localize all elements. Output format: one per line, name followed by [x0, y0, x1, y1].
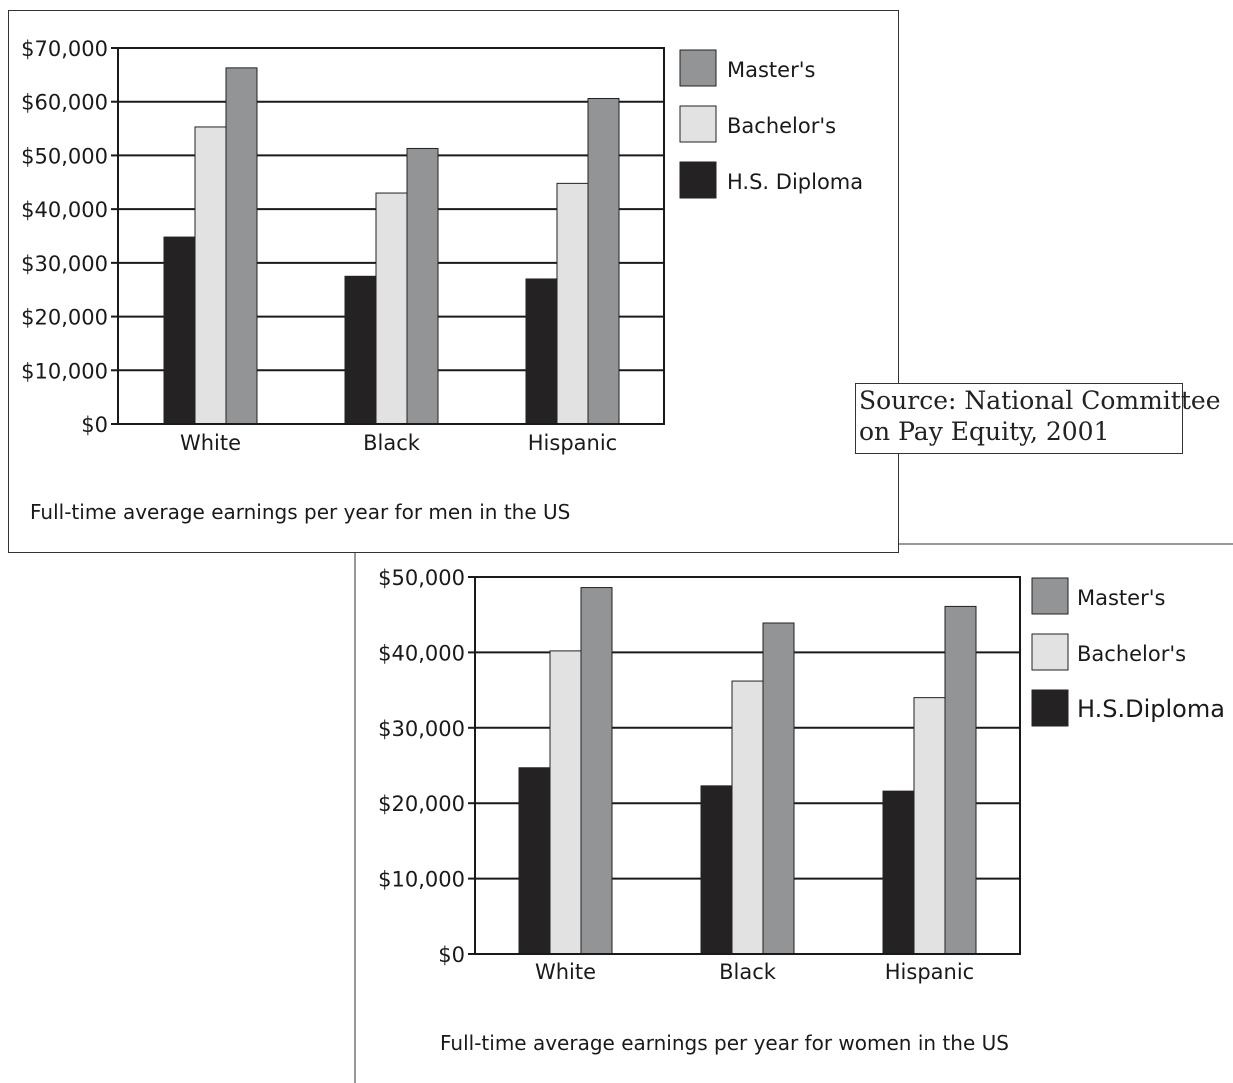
- y-tick-label: $70,000: [21, 37, 108, 61]
- legend-label-bachelors: Bachelor's: [727, 114, 836, 138]
- bar-masters-black: [406, 147, 439, 425]
- legend-label-hs-diploma: H.S. Diploma: [727, 170, 863, 194]
- legend-label-masters: Master's: [727, 58, 815, 82]
- y-tick-label: $20,000: [21, 306, 108, 330]
- bar-bachelors-white: [549, 650, 582, 955]
- legend-label-masters: Master's: [1077, 586, 1165, 610]
- legend-swatch-bachelors: [679, 105, 717, 143]
- bar-bachelors-black: [375, 192, 408, 425]
- bar-masters-hispanic: [944, 605, 977, 955]
- x-tick-label: White: [180, 431, 241, 455]
- men-earnings-chart: $0 $10,000 $20,000 $30,000 $40,000 $50,000 $60…: [8, 10, 899, 553]
- bar-masters-white: [225, 67, 258, 425]
- y-tick-label: $10,000: [21, 359, 108, 383]
- x-tick-label: White: [535, 960, 596, 984]
- y-tick-label: $60,000: [21, 91, 108, 115]
- legend-swatch-hs-diploma: [1031, 689, 1069, 727]
- legend-swatch-masters: [1031, 577, 1069, 615]
- x-tick-label: Black: [363, 431, 421, 455]
- plot-area-border: [474, 576, 1021, 955]
- y-tick-label: $50,000: [21, 144, 108, 168]
- bar-masters-hispanic: [587, 97, 620, 425]
- source-line-1: Source: National Committee: [859, 386, 1221, 415]
- bar-hs-diploma-white: [518, 767, 551, 955]
- y-tick-label: $30,000: [21, 252, 108, 276]
- x-tick-label: Hispanic: [528, 431, 617, 455]
- legend-swatch-masters: [679, 49, 717, 87]
- bar-bachelors-hispanic: [913, 697, 946, 955]
- chart-frame: [8, 10, 899, 553]
- bar-hs-diploma-black: [344, 275, 377, 425]
- bar-bachelors-white: [194, 126, 227, 425]
- chart-title: Full-time average earnings per year for …: [30, 500, 570, 524]
- plot-area-border: [117, 47, 665, 425]
- source-line-2: on Pay Equity, 2001: [859, 417, 1110, 446]
- y-tick-label: $30,000: [378, 717, 465, 741]
- bar-bachelors-black: [731, 680, 764, 955]
- bar-hs-diploma-black: [700, 785, 733, 955]
- x-tick-label: Black: [719, 960, 777, 984]
- bar-bachelors-hispanic: [556, 182, 589, 425]
- y-tick-label: $10,000: [378, 868, 465, 892]
- y-tick-label: $0: [81, 413, 108, 437]
- bar-masters-black: [762, 622, 795, 955]
- bar-masters-white: [580, 587, 613, 955]
- bar-hs-diploma-hispanic: [882, 790, 915, 955]
- source-note: Source: National Committee on Pay Equity…: [855, 383, 1221, 454]
- x-tick-label: Hispanic: [885, 960, 974, 984]
- legend-swatch-hs-diploma: [679, 161, 717, 199]
- y-tick-label: $50,000: [378, 566, 465, 590]
- y-tick-label: $40,000: [21, 198, 108, 222]
- legend-label-bachelors: Bachelor's: [1077, 642, 1186, 666]
- bar-hs-diploma-hispanic: [525, 278, 558, 425]
- chart-title: Full-time average earnings per year for …: [440, 1031, 1009, 1055]
- women-earnings-chart: $0 $10,000 $20,000 $30,000 $40,000 $50,000 Whi…: [378, 566, 1225, 1055]
- y-tick-label: $0: [438, 943, 465, 967]
- legend-label-hs-diploma: H.S.Diploma: [1077, 695, 1225, 723]
- legend-swatch-bachelors: [1031, 633, 1069, 671]
- y-tick-label: $20,000: [378, 792, 465, 816]
- y-tick-label: $40,000: [378, 641, 465, 665]
- bar-hs-diploma-white: [163, 236, 196, 425]
